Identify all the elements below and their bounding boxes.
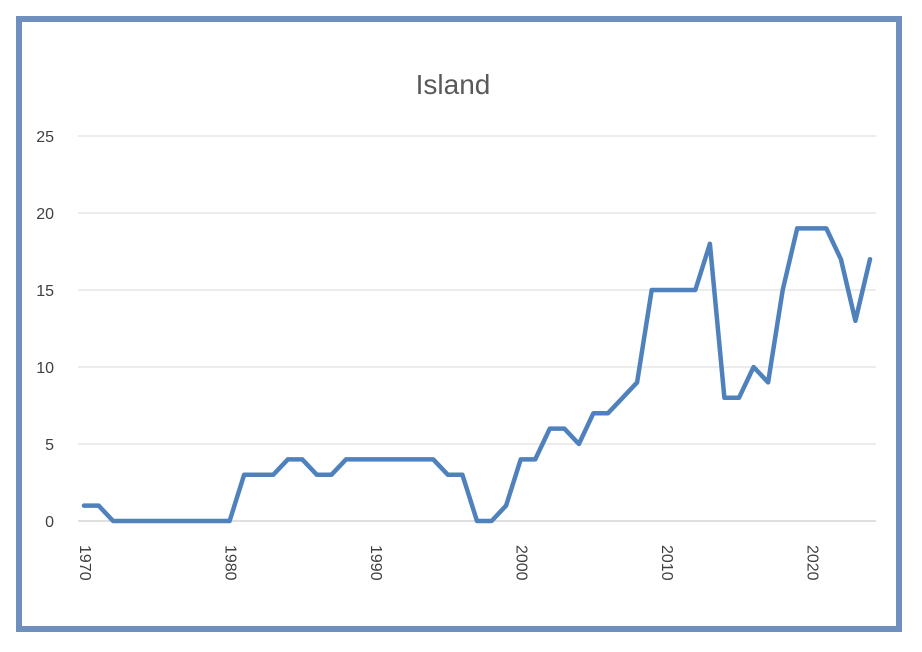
x-tick-label: 2010 — [658, 545, 675, 581]
x-tick-label: 1990 — [367, 545, 384, 581]
series-layer — [81, 226, 873, 524]
x-tick-label: 2000 — [512, 545, 529, 581]
y-tick-label: 10 — [36, 360, 54, 377]
chart-frame — [16, 16, 902, 632]
y-tick-label: 15 — [36, 283, 54, 300]
x-axis-ticks: 1970 1980 1990 2000 2010 2020 — [76, 545, 821, 581]
x-tick-label: 1970 — [76, 545, 93, 581]
y-axis-ticks: 0 5 10 15 20 25 — [36, 129, 54, 531]
series-line — [81, 226, 873, 524]
x-tick-label: 1980 — [221, 545, 238, 581]
y-tick-label: 0 — [45, 514, 54, 531]
y-tick-label: 5 — [45, 437, 54, 454]
gridlines — [78, 135, 876, 522]
x-tick-label: 2020 — [804, 545, 821, 581]
chart-title: Island — [416, 69, 491, 100]
y-tick-label: 25 — [36, 129, 54, 146]
y-tick-label: 20 — [36, 206, 54, 223]
